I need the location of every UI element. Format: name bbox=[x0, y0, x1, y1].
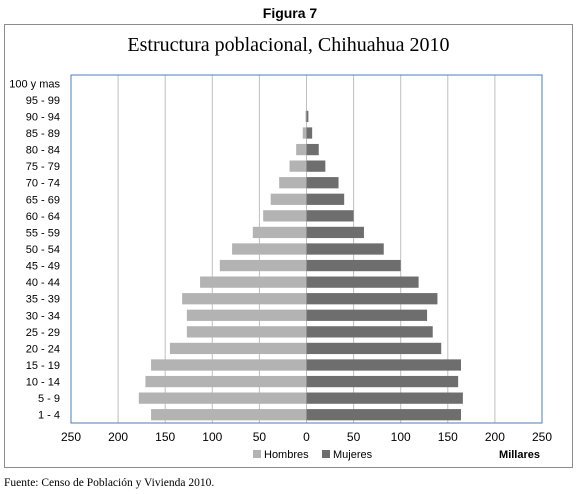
bar-mujeres-50-54 bbox=[306, 243, 384, 255]
bar-mujeres-25-29 bbox=[306, 326, 433, 338]
x-tick-label: 0 bbox=[303, 430, 310, 444]
plot-area-border bbox=[70, 74, 543, 424]
y-tick-label: 45 - 49 bbox=[26, 261, 60, 273]
bar-hombres-55-59 bbox=[252, 226, 307, 239]
bar-mujeres-90-94 bbox=[306, 110, 309, 123]
legend-label-mujeres: Mujeres bbox=[333, 449, 373, 461]
y-tick-label: 35 - 39 bbox=[26, 294, 60, 306]
y-tick-label: 1 - 4 bbox=[38, 410, 60, 422]
figure-label: Figura 7 bbox=[262, 5, 318, 21]
bar-hombres-45-49 bbox=[219, 259, 307, 272]
legend-swatch-hombres bbox=[253, 450, 261, 458]
y-tick-label: 80 - 84 bbox=[26, 145, 60, 157]
y-tick-label: 20 - 24 bbox=[26, 343, 60, 355]
legend: Hombres Mujeres Millares bbox=[253, 449, 540, 461]
bar-hombres-15-19 bbox=[151, 359, 307, 371]
bar-hombres-20-24 bbox=[169, 342, 307, 355]
y-tick-label: 40 - 44 bbox=[26, 277, 60, 289]
bar-mujeres-65-69 bbox=[306, 193, 345, 205]
bar-hombres-50-54 bbox=[232, 243, 307, 255]
bar-mujeres-60-64 bbox=[306, 210, 354, 222]
x-tick-label: 50 bbox=[253, 430, 267, 444]
x-tick-label: 100 bbox=[391, 430, 411, 444]
bar-mujeres-15-19 bbox=[306, 359, 461, 371]
bar-hombres-30-34 bbox=[186, 309, 307, 321]
bar-hombres-75-79 bbox=[289, 160, 307, 172]
bar-mujeres-85-89 bbox=[306, 127, 313, 139]
y-tick-label: 90 - 94 bbox=[26, 111, 60, 123]
y-tick-label: 65 - 69 bbox=[26, 194, 60, 206]
unit-label: Millares bbox=[499, 449, 540, 461]
bar-hombres-10-14 bbox=[145, 375, 307, 388]
bar-hombres-90-94 bbox=[305, 110, 307, 123]
bar-mujeres-75-79 bbox=[306, 160, 326, 172]
bar-hombres-5-9 bbox=[138, 392, 307, 404]
legend-label-hombres: Hombres bbox=[264, 449, 309, 461]
x-tick-label: 200 bbox=[108, 430, 128, 444]
bar-mujeres-10-14 bbox=[306, 375, 459, 388]
y-tick-label: 70 - 74 bbox=[26, 178, 60, 190]
x-tick-label: 250 bbox=[61, 430, 81, 444]
x-axis-labels: 250 200 150 100 50 0 50 100 150 200 250 bbox=[61, 430, 552, 444]
y-tick-label: 15 - 19 bbox=[26, 360, 60, 372]
y-tick-label: 95 - 99 bbox=[26, 95, 60, 107]
x-tick-label: 150 bbox=[438, 430, 458, 444]
bar-mujeres-70-74 bbox=[306, 177, 339, 189]
x-tick-label: 250 bbox=[532, 430, 552, 444]
y-tick-label: 10 - 14 bbox=[26, 377, 60, 389]
bar-hombres-60-64 bbox=[263, 210, 307, 222]
y-tick-label: 55 - 59 bbox=[26, 227, 60, 239]
y-tick-label: 75 - 79 bbox=[26, 161, 60, 173]
y-axis-labels: 1 - 4 5 - 9 10 - 14 15 - 19 20 - 24 25 - 29 30… bbox=[9, 78, 60, 421]
legend-swatch-mujeres bbox=[322, 450, 330, 458]
bar-mujeres-1-4 bbox=[306, 409, 461, 421]
bar-mujeres-80-84 bbox=[306, 143, 319, 156]
bar-mujeres-30-34 bbox=[306, 309, 428, 321]
bar-mujeres-20-24 bbox=[306, 342, 442, 355]
y-tick-label: 30 - 34 bbox=[26, 310, 60, 322]
bar-mujeres-55-59 bbox=[306, 226, 364, 239]
bar-hombres-85-89 bbox=[302, 127, 307, 139]
bar-mujeres-35-39 bbox=[306, 293, 438, 305]
bar-hombres-70-74 bbox=[279, 177, 307, 189]
bar-mujeres-40-44 bbox=[306, 276, 419, 288]
y-tick-label: 100 y mas bbox=[9, 78, 60, 90]
x-tick-label: 200 bbox=[485, 430, 505, 444]
bar-mujeres-45-49 bbox=[306, 259, 401, 272]
y-tick-label: 5 - 9 bbox=[38, 393, 60, 405]
bars bbox=[138, 110, 463, 421]
bar-hombres-40-44 bbox=[200, 276, 307, 288]
x-tick-label: 100 bbox=[202, 430, 222, 444]
x-tick-label: 50 bbox=[347, 430, 361, 444]
bar-hombres-1-4 bbox=[151, 409, 307, 421]
y-tick-label: 60 - 64 bbox=[26, 211, 60, 223]
y-tick-label: 50 - 54 bbox=[26, 244, 60, 256]
bar-hombres-65-69 bbox=[270, 193, 307, 205]
y-tick-label: 25 - 29 bbox=[26, 327, 60, 339]
bar-mujeres-5-9 bbox=[306, 392, 463, 404]
bar-hombres-25-29 bbox=[186, 326, 307, 338]
chart-title: Estructura poblacional, Chihuahua 2010 bbox=[127, 34, 450, 56]
y-tick-label: 85 - 89 bbox=[26, 128, 60, 140]
source-note: Fuente: Censo de Población y Vivienda 20… bbox=[4, 477, 215, 489]
x-tick-label: 150 bbox=[155, 430, 175, 444]
bar-hombres-80-84 bbox=[296, 143, 307, 156]
bar-hombres-35-39 bbox=[182, 293, 307, 305]
